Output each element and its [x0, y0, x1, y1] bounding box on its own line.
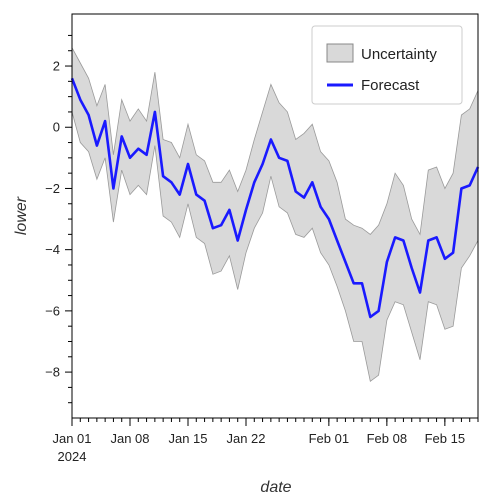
x-tick-label: Feb 15 — [425, 431, 465, 446]
y-tick-label: −6 — [45, 303, 60, 318]
x-tick-label: Jan 08 — [110, 431, 149, 446]
x-tick-label: Jan 01 — [52, 431, 91, 446]
x-axis-title: date — [260, 479, 291, 496]
y-tick-label: −4 — [45, 242, 60, 257]
legend-swatch-uncertainty — [326, 43, 354, 63]
forecast-line — [70, 77, 480, 319]
legend: Uncertainty Forecast — [311, 25, 463, 105]
legend-label-forecast: Forecast — [361, 77, 420, 94]
x-tick-label: Jan 15 — [168, 431, 207, 446]
y-tick-label: 2 — [53, 59, 60, 74]
y-axis-title: lower — [13, 196, 30, 235]
y-tick-label: 0 — [53, 120, 60, 135]
plot-frame — [71, 13, 479, 419]
x-tick-sublabel: 2024 — [58, 449, 87, 464]
y-tick-label: −8 — [45, 365, 60, 380]
x-axis: Jan 01 2024 Jan 08 Jan 15 Jan 22 Feb 01 Feb 08… — [52, 418, 479, 464]
legend-label-uncertainty: Uncertainty — [361, 46, 437, 63]
x-tick-label: Jan 22 — [226, 431, 265, 446]
x-tick-label: Feb 01 — [309, 431, 349, 446]
y-tick-label: −2 — [45, 181, 60, 196]
x-tick-label: Feb 08 — [367, 431, 407, 446]
y-axis: 2 0 −2 −4 −6 −8 — [45, 34, 72, 404]
